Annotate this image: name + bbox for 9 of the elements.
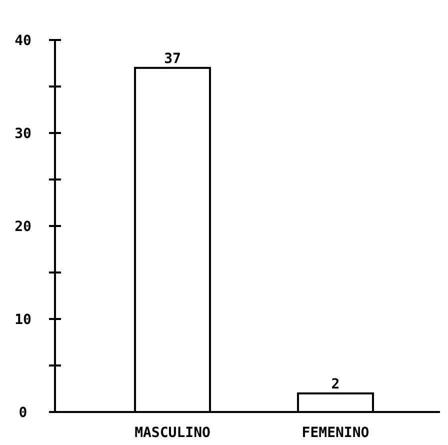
x-tick-label: FEMENINO [302, 425, 370, 441]
y-tick-label: 40 [14, 32, 32, 49]
data-label: 2 [331, 376, 340, 392]
x-tick-label: MASCULINO [134, 425, 210, 441]
data-label: 37 [164, 50, 181, 67]
y-tick-label: 20 [14, 218, 32, 235]
y-tick-label: 30 [14, 126, 32, 142]
y-tick-label: 10 [14, 312, 32, 328]
y-tick-label: 0 [18, 404, 28, 421]
